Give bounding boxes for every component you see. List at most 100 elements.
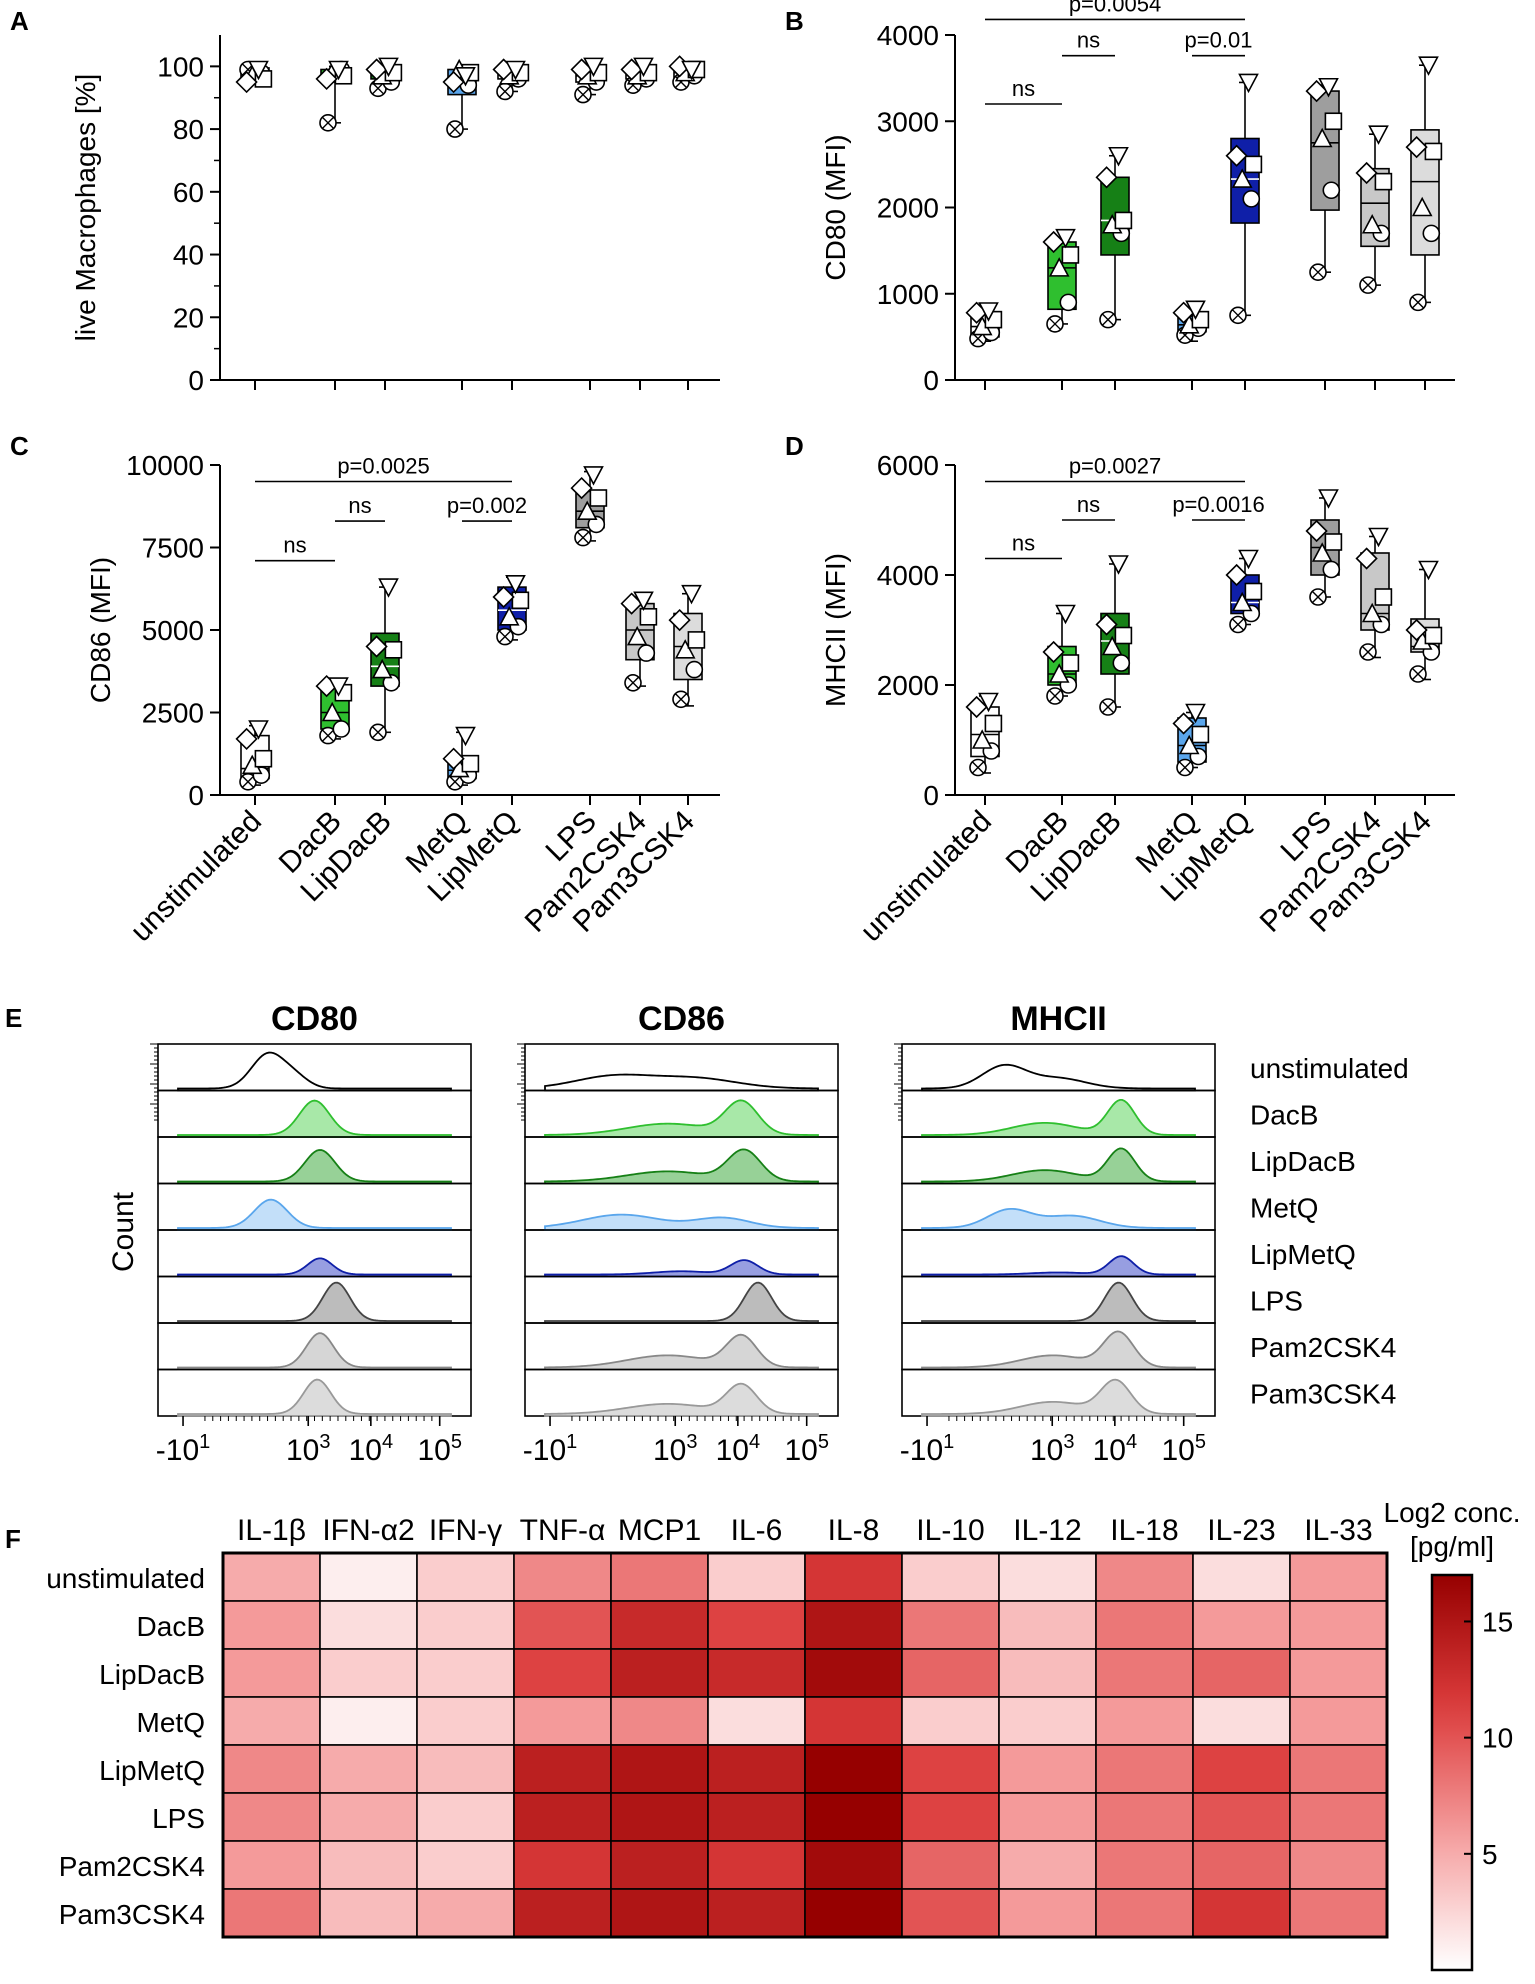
data-point <box>1318 489 1339 509</box>
data-point <box>1318 77 1339 98</box>
data-point <box>235 70 258 94</box>
heatmap-cell <box>1289 1840 1388 1890</box>
data-point <box>455 66 476 87</box>
data-point <box>576 500 598 521</box>
histogram-curve <box>177 1332 452 1371</box>
column-label: IL-18 <box>1110 1514 1178 1547</box>
heatmap-cell <box>1095 1552 1194 1602</box>
heatmap-cell <box>707 1600 806 1650</box>
data-point <box>498 606 520 626</box>
heatmap-cell <box>1289 1744 1388 1794</box>
data-point <box>1059 293 1078 312</box>
heatmap-cell <box>1289 1648 1388 1698</box>
data-point <box>1061 246 1080 264</box>
data-point <box>1238 73 1259 94</box>
heatmap-cell <box>1095 1744 1194 1794</box>
significance-label: ns <box>348 493 371 518</box>
data-point <box>332 720 351 738</box>
histogram-row-unstimulated <box>901 1043 1216 1092</box>
data-point <box>1361 602 1383 623</box>
histogram-curve <box>921 1255 1196 1278</box>
heatmap-cell <box>319 1840 418 1890</box>
data-point <box>978 302 999 322</box>
column-label: IFN-α2 <box>322 1514 414 1547</box>
heatmap-cell <box>513 1840 612 1890</box>
heatmap-cell <box>901 1792 1000 1842</box>
y-axis-label: live Macrophages [%] <box>70 74 101 342</box>
histogram-curve <box>177 1257 452 1278</box>
column-label: IFN-γ <box>429 1514 502 1547</box>
heatmap-cell <box>610 1552 709 1602</box>
y-axis-label: CD80 (MFI) <box>820 134 851 280</box>
data-point <box>674 639 696 659</box>
histogram-row-LPS <box>524 1275 839 1324</box>
heatmap-cell <box>1192 1744 1291 1794</box>
data-point <box>1324 112 1343 131</box>
histogram-curve <box>544 1281 819 1324</box>
box-MetQ <box>1172 300 1210 390</box>
data-point <box>1305 79 1328 103</box>
heatmap-cell <box>707 1840 806 1890</box>
heatmap-cell <box>1192 1696 1291 1746</box>
box-unstimulated <box>965 301 1003 390</box>
x-tick-label: unstimulated <box>854 805 998 949</box>
heatmap-cell <box>319 1696 418 1746</box>
x-tick-label: 103 <box>1030 1431 1075 1467</box>
data-point <box>1042 640 1065 664</box>
data-point-cross <box>372 726 384 739</box>
heatmap-cell <box>901 1744 1000 1794</box>
heatmap-cell <box>804 1744 903 1794</box>
data-point <box>248 720 269 740</box>
heatmap-cell <box>1192 1888 1291 1938</box>
y-tick-label: 2000 <box>877 193 939 224</box>
histogram-curve <box>544 1382 819 1417</box>
data-point-cross <box>449 775 461 788</box>
heatmap-cell <box>513 1696 612 1746</box>
data-point <box>1225 563 1248 587</box>
data-point-cross <box>1232 309 1244 322</box>
heatmap-cell <box>804 1600 903 1650</box>
data-point <box>1311 542 1333 562</box>
data-point <box>328 677 349 697</box>
row-label: MetQ <box>137 1707 205 1738</box>
histogram-curve <box>921 1330 1196 1371</box>
data-point <box>371 658 393 679</box>
heatmap-border <box>221 1551 1389 1939</box>
panel-A: A 0 20 40 60 80 100 live Macrophages [%] <box>10 6 720 396</box>
colorbar-tick-label: 5 <box>1482 1839 1498 1870</box>
box-DacB <box>315 60 353 390</box>
y-tick-label: 2500 <box>142 698 204 729</box>
box-LPS: LPS <box>540 466 608 868</box>
histogram-curve <box>177 1281 452 1324</box>
data-point <box>1418 56 1439 76</box>
x-tick-label: 104 <box>716 1431 761 1467</box>
panel-label-F: F <box>5 1524 21 1554</box>
data-point <box>1311 127 1333 148</box>
data-point <box>1048 663 1070 683</box>
column-label: IL-12 <box>1013 1514 1081 1547</box>
data-point <box>971 729 993 749</box>
data-point-cross <box>322 116 334 129</box>
data-point <box>1244 582 1263 601</box>
heatmap-cell <box>1192 1792 1291 1842</box>
box-Pam3CSK4 <box>668 55 706 390</box>
histogram-curve <box>177 1198 452 1231</box>
heatmap-cell <box>513 1552 612 1602</box>
heatmap-cell <box>513 1744 612 1794</box>
y-tick-label: 40 <box>173 240 204 271</box>
heatmap-cell <box>998 1600 1097 1650</box>
data-point <box>1374 588 1393 606</box>
legend-label-LipMetQ: LipMetQ <box>1250 1239 1356 1270</box>
box-unstimulated: unstimulated <box>854 692 1003 949</box>
data-point <box>1368 125 1389 145</box>
histogram-curve <box>544 1073 819 1092</box>
significance-label: ns <box>1077 492 1100 517</box>
heatmap-cell <box>707 1888 806 1938</box>
y-tick-label: 7500 <box>142 533 204 564</box>
heatmap-cell <box>901 1840 1000 1890</box>
heatmap-cell <box>1192 1648 1291 1698</box>
box-LipMetQ <box>1225 73 1263 390</box>
heatmap-cell <box>901 1888 1000 1938</box>
histogram-curve <box>177 1099 452 1138</box>
